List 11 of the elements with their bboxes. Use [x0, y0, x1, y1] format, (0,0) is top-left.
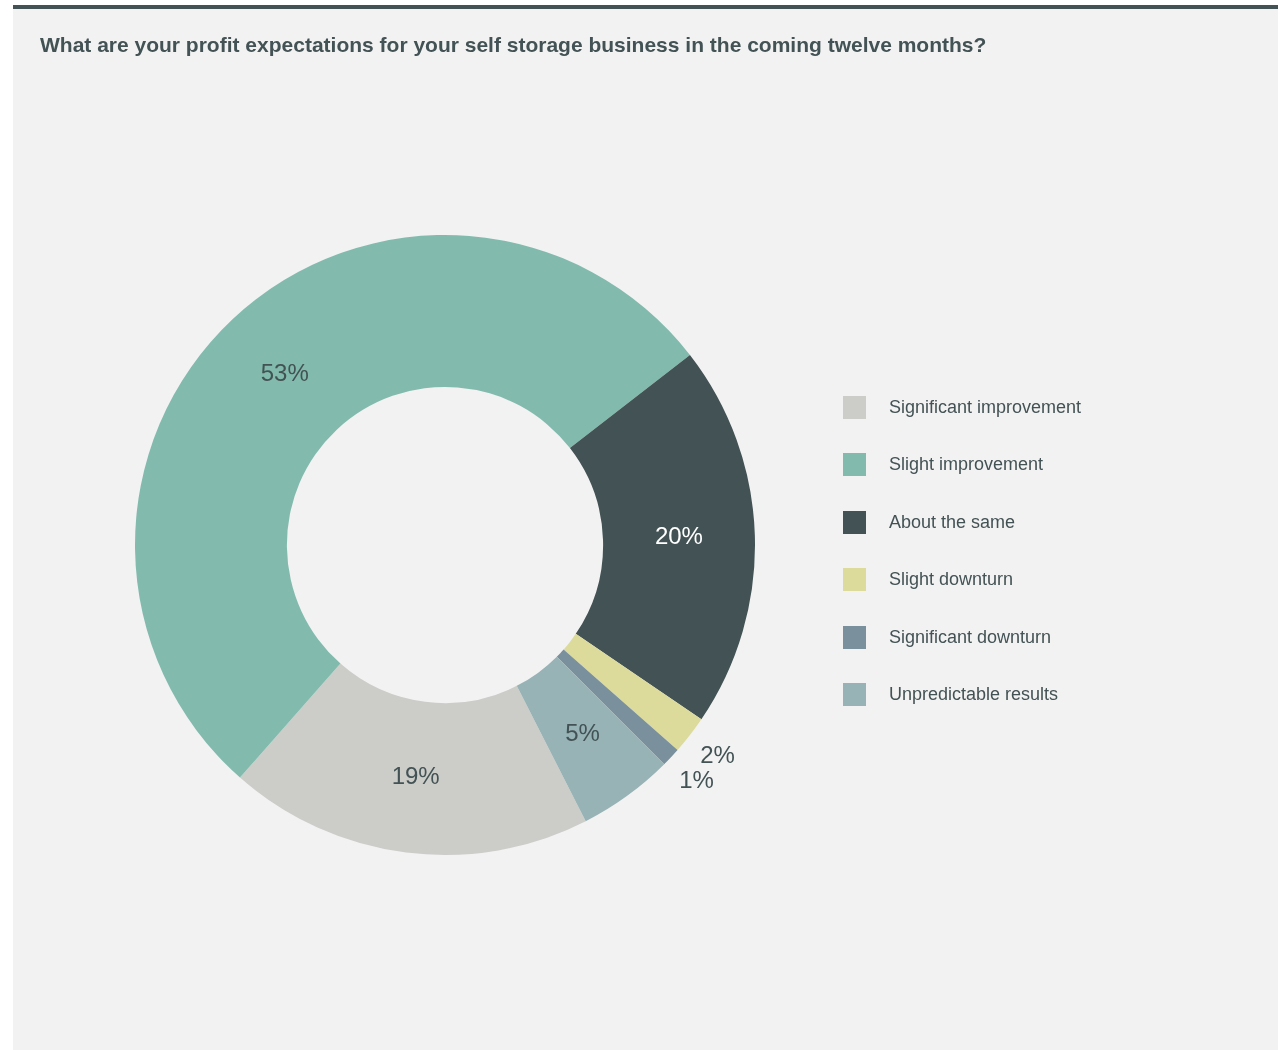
legend-label: Unpredictable results [889, 684, 1059, 705]
legend-label: About the same [889, 511, 1016, 533]
data-label: 5% [565, 718, 600, 746]
data-label: 53% [260, 359, 309, 387]
data-label: 19% [391, 761, 440, 789]
legend-label: Slight improvement [889, 454, 1044, 475]
legend-label: Significant downturn [889, 626, 1052, 648]
legend-label: Slight downturn [889, 569, 1014, 590]
chart-title: What are your profit expectations for your self storage business in the coming twelve months? [40, 33, 987, 57]
legend-label: Significant improvement [889, 396, 1082, 418]
data-label: 20% [654, 522, 703, 550]
